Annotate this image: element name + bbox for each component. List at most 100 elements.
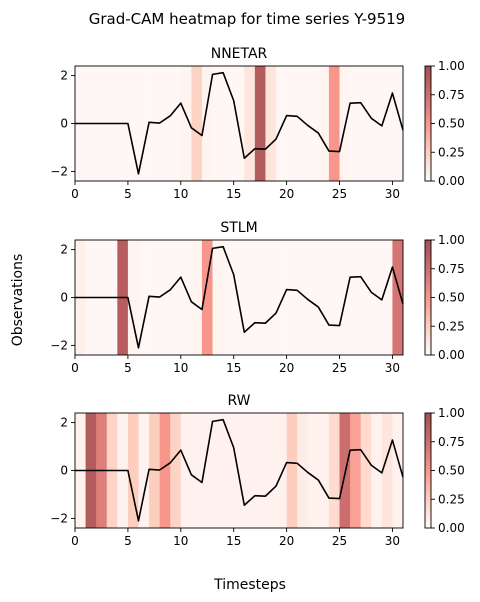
heatmap-cell	[265, 413, 277, 528]
heatmap-cell	[392, 66, 404, 181]
colorbar-tick-label: 0.00	[438, 174, 465, 188]
heatmap-cell	[223, 413, 235, 528]
heatmap-cell	[159, 240, 171, 355]
heatmap-cell	[138, 66, 150, 181]
heatmap-cell	[360, 413, 372, 528]
heatmap-cell	[307, 66, 319, 181]
heatmap-cell	[276, 240, 287, 355]
heatmap-cell	[371, 240, 383, 355]
heatmap-cell	[254, 240, 266, 355]
x-tick-label: 30	[385, 534, 400, 548]
colorbar-tick-label: 0.75	[438, 88, 465, 102]
colorbar-tick-label: 0.25	[438, 319, 465, 333]
colorbar-tick-label: 0.00	[438, 348, 465, 362]
heatmap-cell	[297, 66, 309, 181]
x-tick-label: 10	[173, 534, 188, 548]
heatmap-cell	[191, 240, 203, 355]
heatmap-cell	[371, 66, 383, 181]
heatmap-cell	[381, 66, 393, 181]
heatmap-cell	[318, 66, 330, 181]
heatmap-cell	[328, 66, 340, 181]
heatmap-cell	[350, 413, 361, 528]
x-tick-label: 20	[279, 534, 294, 548]
heatmap-cell	[138, 413, 150, 528]
heatmap-cell	[350, 240, 361, 355]
heatmap-cell	[297, 413, 309, 528]
heatmap-cell	[360, 66, 372, 181]
heatmap-cell	[392, 240, 404, 355]
heatmap-cell	[381, 240, 393, 355]
heatmap-cell	[286, 413, 298, 528]
heatmap-cell	[149, 66, 160, 181]
subplot-title: RW	[227, 393, 250, 409]
heatmap-cell	[159, 66, 171, 181]
heatmap-cell	[212, 413, 224, 528]
colorbar-tick-label: 0.50	[438, 291, 465, 305]
figure-x-label: Timesteps	[213, 577, 286, 593]
heatmap-cell	[127, 413, 139, 528]
y-tick-label: 2	[60, 243, 68, 257]
colorbar-tick-label: 0.25	[438, 145, 465, 159]
heatmap-cell	[371, 413, 383, 528]
heatmap-cell	[212, 66, 224, 181]
heatmap-cell	[254, 413, 266, 528]
heatmap-cell	[127, 66, 139, 181]
x-tick-label: 15	[226, 534, 241, 548]
colorbar-tick-label: 0.25	[438, 492, 465, 506]
heatmap-cell	[381, 413, 393, 528]
heatmap-cell	[170, 66, 182, 181]
heatmap-cell	[180, 240, 192, 355]
heatmap-cell	[170, 413, 182, 528]
x-tick-label: 5	[124, 187, 132, 201]
colorbar-tick-label: 1.00	[438, 406, 465, 420]
x-tick-label: 10	[173, 361, 188, 375]
heatmap-cell	[392, 413, 404, 528]
colorbar-tick-label: 0.75	[438, 435, 465, 449]
heatmap-cell	[138, 240, 150, 355]
heatmap-cell	[244, 66, 256, 181]
y-tick-label: 0	[60, 291, 68, 305]
heatmap-cell	[254, 66, 266, 181]
heatmap-cell	[149, 413, 160, 528]
heatmap-cell	[201, 413, 213, 528]
heatmap-cell	[201, 66, 213, 181]
heatmap-cell	[265, 66, 277, 181]
x-tick-label: 5	[124, 534, 132, 548]
colorbar-tick-label: 0.50	[438, 464, 465, 478]
heatmap-cell	[233, 66, 245, 181]
y-tick-label: −2	[50, 338, 68, 352]
heatmap-cell	[350, 66, 361, 181]
x-tick-label: 25	[332, 187, 347, 201]
x-tick-label: 15	[226, 187, 241, 201]
x-tick-label: 0	[71, 534, 79, 548]
y-tick-label: −2	[50, 511, 68, 525]
heatmap-cell	[233, 413, 245, 528]
heatmap-cell	[244, 413, 256, 528]
colorbar	[424, 412, 432, 529]
colorbar-tick-label: 0.50	[438, 117, 465, 131]
y-tick-label: 2	[60, 416, 68, 430]
heatmap-cell	[286, 66, 298, 181]
series-line	[75, 245, 404, 349]
subplot-title: STLM	[220, 220, 257, 236]
heatmap-cell	[297, 240, 309, 355]
y-tick-label: 2	[60, 69, 68, 83]
x-tick-label: 30	[385, 187, 400, 201]
heatmap-cell	[265, 240, 277, 355]
heatmap-cell	[328, 413, 340, 528]
heatmap-cell	[127, 240, 139, 355]
colorbar-tick-label: 1.00	[438, 59, 465, 73]
x-tick-label: 10	[173, 187, 188, 201]
y-tick-label: 0	[60, 464, 68, 478]
colorbar-tick-label: 0.00	[438, 521, 465, 535]
colorbar	[424, 65, 432, 182]
heatmap-cell	[223, 66, 235, 181]
x-tick-label: 0	[71, 187, 79, 201]
x-tick-label: 15	[226, 361, 241, 375]
heatmap-cell	[191, 66, 203, 181]
